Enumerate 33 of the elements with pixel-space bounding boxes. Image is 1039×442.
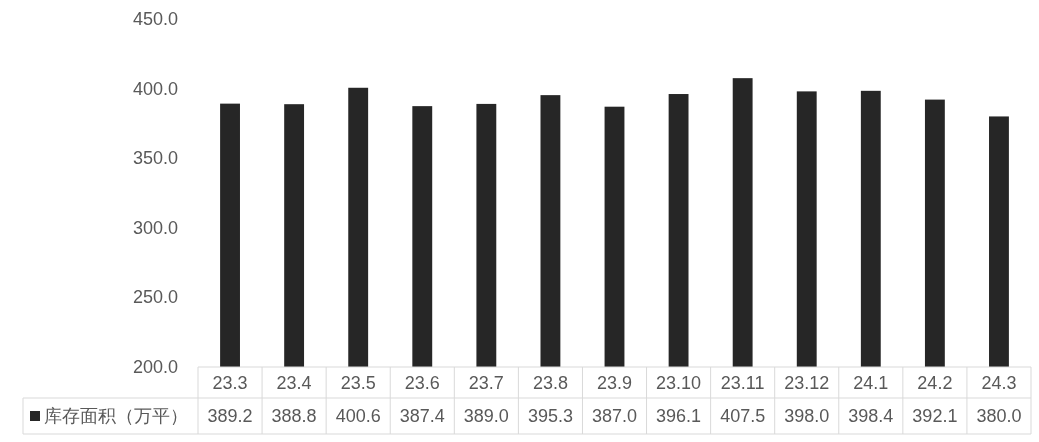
x-tick: 23.6: [404, 372, 440, 393]
data-label: 395.3: [527, 406, 573, 426]
data-label: 380.0: [976, 406, 1022, 426]
data-label: 400.6: [335, 406, 381, 426]
legend-label: 库存面积（万平）: [44, 406, 188, 426]
data-label: 392.1: [912, 406, 958, 426]
x-tick: 23.9: [597, 372, 632, 393]
x-tick: 23.10: [656, 372, 702, 393]
x-tick: 23.5: [340, 372, 376, 393]
data-label: 389.0: [463, 406, 509, 426]
y-tick: 200.0: [132, 357, 178, 377]
x-tick: 24.3: [981, 372, 1017, 393]
x-tick: 23.7: [468, 372, 504, 393]
x-tick: 24.2: [917, 372, 953, 393]
y-tick: 450.0: [132, 9, 178, 29]
x-tick: 23.8: [532, 372, 568, 393]
y-tick: 400.0: [132, 78, 178, 99]
data-label: 387.4: [399, 406, 445, 426]
y-tick: 300.0: [132, 217, 178, 238]
data-label: 407.5: [720, 406, 766, 426]
x-tick: 23.4: [276, 372, 312, 393]
y-tick: 250.0: [132, 287, 178, 308]
x-tick: 23.3: [212, 372, 248, 393]
data-label: 387.0: [592, 406, 637, 426]
x-tick: 23.11: [720, 372, 765, 393]
data-label: 398.4: [848, 406, 894, 426]
data-label: 396.1: [656, 406, 702, 426]
x-tick: 24.1: [853, 372, 889, 393]
x-tick: 23.12: [784, 372, 830, 393]
data-label: 388.8: [271, 406, 317, 426]
data-label: 398.0: [784, 406, 830, 426]
data-label: 389.2: [207, 406, 253, 426]
y-tick: 350.0: [132, 148, 178, 169]
